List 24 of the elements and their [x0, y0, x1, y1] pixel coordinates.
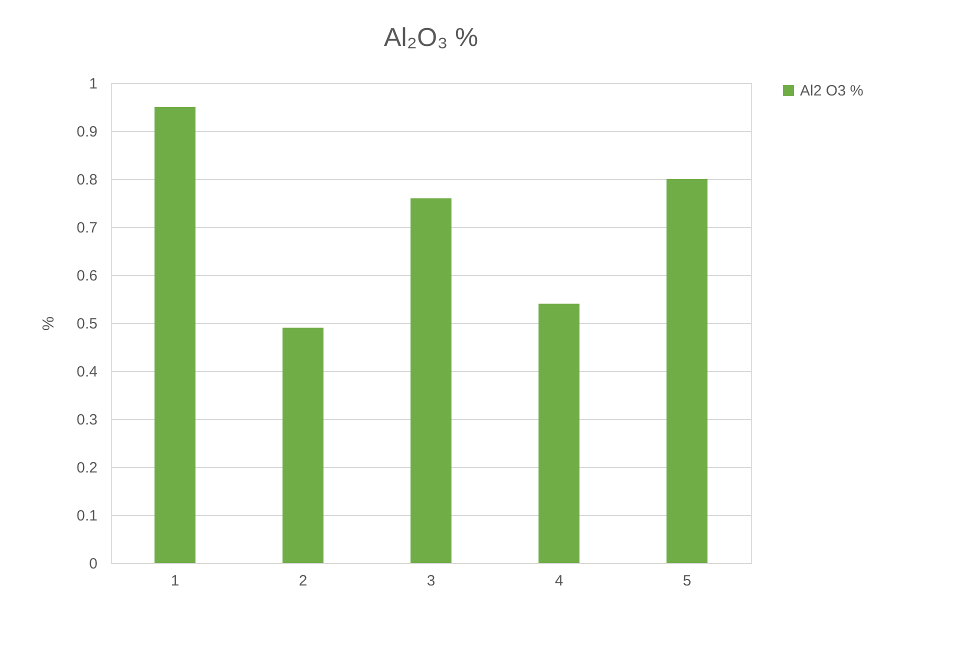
y-tick-label: 0.8 — [76, 172, 98, 188]
y-tick-label: 0.4 — [76, 364, 98, 380]
y-tick-label: 0.7 — [76, 220, 98, 236]
y-tick-label: 0.6 — [76, 268, 98, 284]
y-tick-label: 0.5 — [76, 316, 98, 332]
bar — [154, 107, 196, 563]
y-tick-label: 0 — [89, 556, 98, 572]
x-tick-label: 1 — [170, 572, 180, 590]
y-tick-label: 0.3 — [76, 412, 98, 428]
legend-label: Al2 O3 % — [800, 82, 864, 100]
bar — [666, 179, 708, 563]
y-tick-label: 1 — [89, 76, 98, 92]
y-tick-label: 0.2 — [76, 460, 98, 476]
bar — [538, 304, 580, 563]
x-tick-label: 2 — [298, 572, 308, 590]
x-tick-label: 4 — [554, 572, 564, 590]
x-tick-label: 5 — [682, 572, 692, 590]
x-tick-label: 3 — [426, 572, 436, 590]
chart-title: Al₂O₃ % — [384, 22, 478, 52]
bar — [410, 198, 452, 563]
y-tick-label: 0.1 — [76, 508, 98, 524]
bar — [282, 328, 324, 563]
y-axis-title: % — [40, 316, 58, 331]
y-tick-label: 0.9 — [76, 124, 98, 140]
